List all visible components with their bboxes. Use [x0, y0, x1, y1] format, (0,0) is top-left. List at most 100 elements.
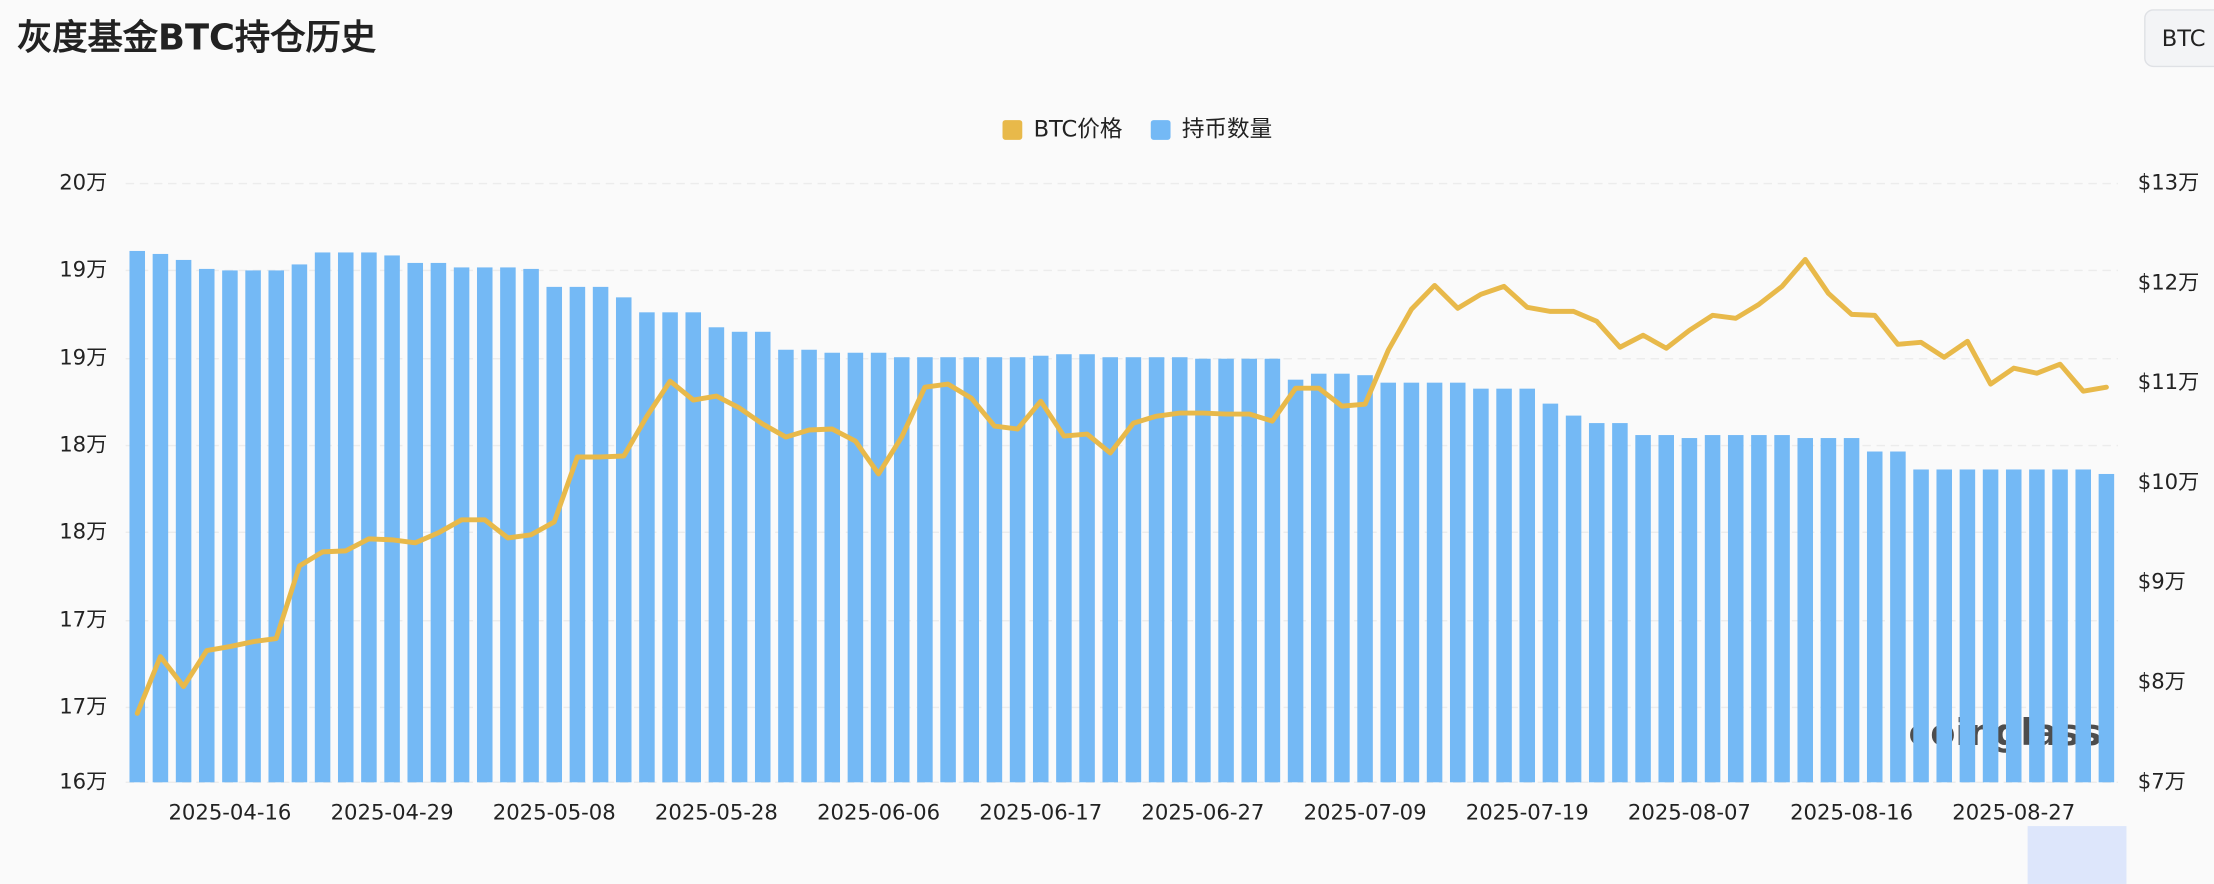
- bar: [778, 349, 794, 783]
- page-title: 灰度基金BTC持仓历史: [17, 18, 377, 59]
- bar: [1496, 388, 1512, 783]
- y-tick-label: 17万: [59, 607, 107, 632]
- bar: [1936, 469, 1953, 783]
- bar: [407, 262, 424, 783]
- y-tick-label: 19万: [59, 345, 107, 370]
- bar: [476, 267, 493, 783]
- bar: [1959, 469, 1976, 783]
- bar: [592, 286, 609, 783]
- y-tick-label: 19万: [59, 256, 107, 281]
- bar: [1079, 354, 1095, 783]
- bar: [2098, 473, 2115, 783]
- bar: [893, 357, 910, 783]
- bar: [1658, 435, 1675, 783]
- bar: [361, 252, 377, 783]
- y2-tick-label: $10万: [2138, 469, 2200, 494]
- bar: [1565, 415, 1582, 783]
- bar: [1635, 435, 1651, 783]
- bar: [1264, 358, 1281, 783]
- bar: [1426, 382, 1443, 783]
- bar: [708, 327, 725, 783]
- x-tick-label: 2025-04-16: [168, 799, 291, 824]
- y2-tick-label: $7万: [2138, 768, 2186, 793]
- bar: [847, 352, 864, 783]
- bar: [1357, 375, 1373, 783]
- y2-tick-label: $13万: [2138, 170, 2200, 195]
- bar: [1820, 438, 1837, 783]
- bar: [453, 267, 470, 783]
- bar: [1982, 469, 1999, 783]
- bar: [337, 252, 354, 783]
- bar: [500, 267, 516, 783]
- bar: [1588, 423, 1605, 783]
- bar: [569, 286, 586, 783]
- bar: [824, 352, 841, 783]
- bar: [1449, 382, 1466, 783]
- bar: [198, 268, 215, 783]
- minimap-window[interactable]: [2027, 826, 2127, 884]
- price-line: [134, 256, 2109, 716]
- y2-tick-label: $11万: [2138, 369, 2200, 394]
- bar: [2029, 469, 2045, 783]
- bar: [523, 268, 539, 783]
- bar: [1843, 438, 1860, 783]
- bar: [1334, 373, 1350, 783]
- bar: [1241, 358, 1258, 783]
- x-tick-label: 2025-07-19: [1466, 799, 1589, 824]
- bar: [1032, 355, 1049, 783]
- bar: [1704, 435, 1721, 783]
- bar: [1473, 388, 1489, 783]
- bar: [754, 331, 771, 783]
- bar: [1380, 382, 1397, 783]
- bar: [1102, 357, 1119, 783]
- bar: [1310, 373, 1327, 783]
- bar: [731, 331, 748, 783]
- legend-swatch: [1150, 120, 1171, 140]
- bar: [291, 264, 308, 783]
- bar: [963, 357, 980, 783]
- x-tick-label: 2025-05-28: [655, 799, 778, 824]
- currency-button-label[interactable]: BTC: [2162, 26, 2206, 52]
- bar: [801, 349, 817, 783]
- bar: [222, 270, 238, 783]
- y-tick-label: 20万: [59, 170, 107, 195]
- bar: [152, 253, 169, 783]
- bar: [1218, 358, 1234, 783]
- bar: [940, 357, 956, 783]
- bar: [245, 270, 261, 783]
- bar: [986, 357, 1003, 783]
- bar: [1195, 358, 1211, 783]
- y2-tick-label: $12万: [2138, 269, 2200, 294]
- bar: [1727, 435, 1744, 783]
- bar: [1519, 388, 1536, 783]
- legend-swatch: [1002, 120, 1023, 140]
- x-tick-label: 2025-05-08: [493, 799, 616, 824]
- x-tick-label: 2025-08-07: [1628, 799, 1751, 824]
- bar: [1542, 403, 1559, 783]
- x-tick-label: 2025-08-27: [1952, 799, 2075, 824]
- bar: [639, 312, 655, 783]
- bar: [2052, 469, 2068, 783]
- bar: [1171, 357, 1188, 783]
- bar: [870, 352, 887, 783]
- bar: [1797, 438, 1814, 783]
- bar: [1612, 423, 1628, 783]
- bar: [1751, 435, 1767, 783]
- bar: [1009, 357, 1026, 783]
- x-tick-label: 2025-08-16: [1790, 799, 1913, 824]
- currency-button[interactable]: [2144, 9, 2214, 68]
- y-tick-label: 18万: [59, 432, 107, 457]
- bar: [1056, 354, 1072, 783]
- bar: [685, 312, 702, 783]
- bar: [175, 259, 192, 783]
- bar: [129, 250, 146, 783]
- bar: [268, 270, 285, 783]
- y2-tick-label: $9万: [2138, 569, 2186, 594]
- y-tick-label: 17万: [59, 693, 107, 718]
- bar: [662, 312, 678, 783]
- bar: [1681, 438, 1698, 783]
- bar: [1287, 379, 1304, 783]
- bar: [1890, 451, 1906, 783]
- x-tick-label: 2025-07-09: [1304, 799, 1427, 824]
